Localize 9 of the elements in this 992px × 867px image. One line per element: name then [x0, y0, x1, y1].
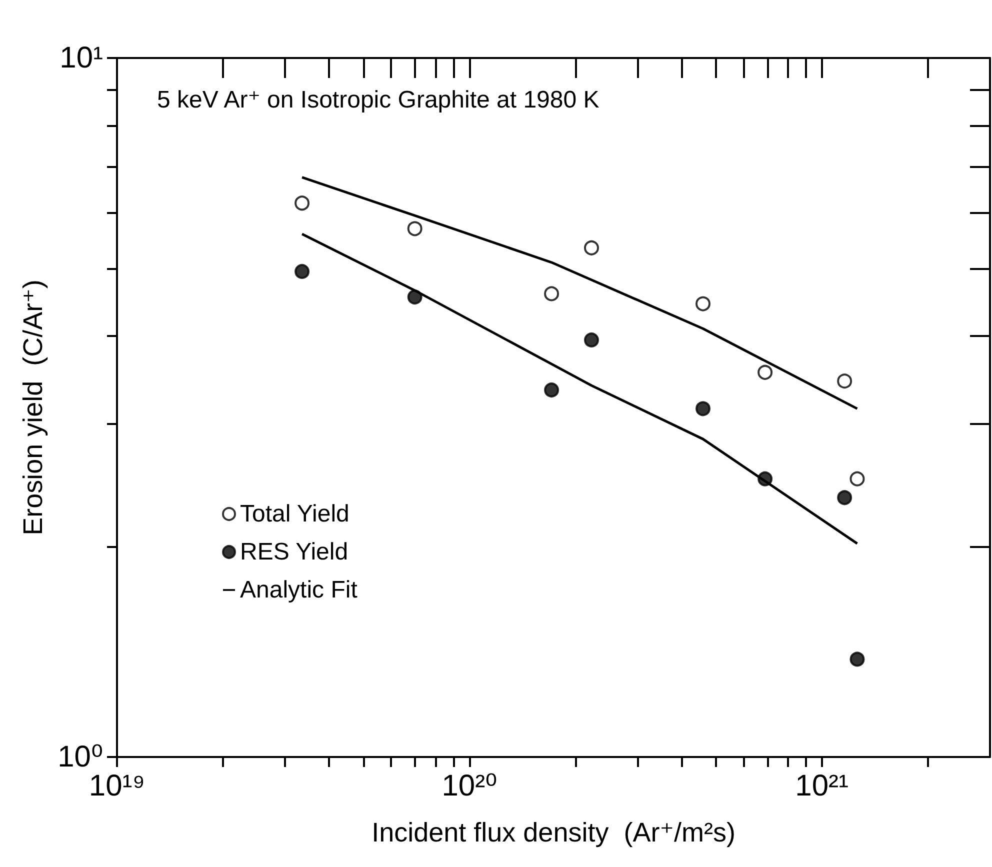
x-tick-label: 10²¹ [795, 770, 849, 802]
y-axis-title: Erosion yield (C/Ar⁺) [18, 280, 48, 536]
legend-label: Analytic Fit [240, 576, 358, 604]
annotation: 5 keV Ar⁺ on Isotropic Graphite at 1980 K [157, 86, 600, 114]
x-axis-title: Incident flux density (Ar⁺/m²s) [372, 818, 736, 848]
legend-label: Total Yield [240, 500, 350, 528]
x-tick-label: 10²⁰ [442, 770, 498, 802]
legend-label: RES Yield [240, 538, 348, 566]
y-tick-label: 10¹ [60, 42, 104, 74]
